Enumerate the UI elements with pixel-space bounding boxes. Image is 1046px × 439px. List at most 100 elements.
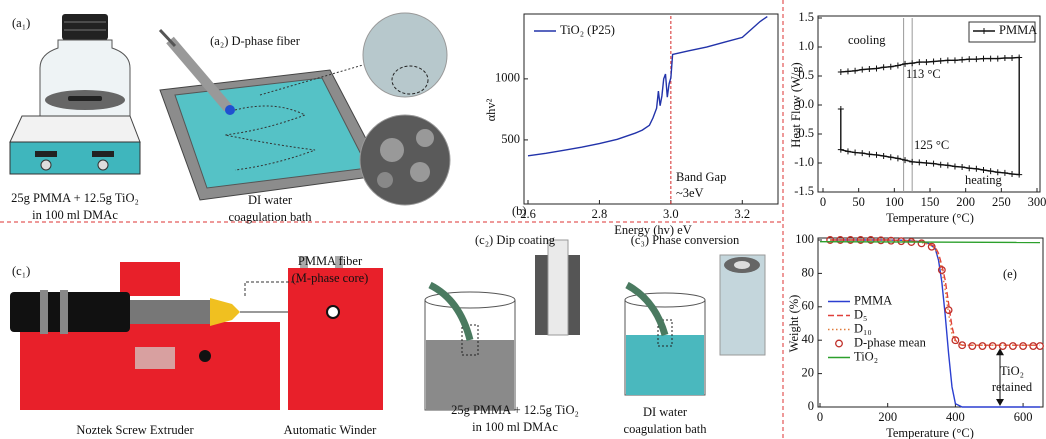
legend-label: D₅: [854, 307, 867, 321]
data-point: [909, 159, 915, 165]
y-tick-label: 80: [802, 265, 815, 279]
legend-swatch: [836, 340, 843, 347]
caption: in 100 ml DMAc: [32, 208, 118, 222]
data-point: [979, 343, 986, 350]
data-point: [902, 157, 908, 163]
x-tick-label: 400: [946, 410, 965, 424]
panel-label: (e): [1003, 267, 1017, 281]
caption: 25g PMMA + 12.5g TiO₂: [11, 191, 139, 205]
data-point: [881, 153, 887, 159]
annotation: Band Gap: [676, 170, 726, 184]
data-point: [916, 59, 922, 65]
data-point: [845, 148, 851, 154]
figure: (a₁) 25g PMMA + 12.5g TiO₂ in 100 ml DMA…: [0, 0, 1046, 439]
data-point: [923, 160, 929, 166]
x-tick-label: 0: [820, 195, 826, 209]
x-tick-label: 2.8: [592, 207, 608, 221]
y-axis-label: Weight (%): [787, 295, 801, 353]
data-point: [838, 106, 844, 112]
x-tick-label: 3.0: [663, 207, 679, 221]
annotation: cooling: [848, 33, 886, 47]
y-tick-label: -1.0: [794, 155, 814, 169]
plot-frame: [524, 14, 778, 204]
panel-label: (b): [512, 204, 527, 218]
x-axis-label: Temperature (°C): [886, 426, 974, 439]
data-point: [1016, 54, 1022, 60]
x-axis-label: Temperature (°C): [886, 211, 974, 225]
data-point: [945, 162, 951, 168]
data-point: [845, 68, 851, 74]
data-point: [952, 163, 958, 169]
y-tick-label: 1.0: [798, 39, 814, 53]
series-line: [820, 242, 1040, 243]
data-point: [1002, 55, 1008, 61]
x-tick-label: 300: [1028, 195, 1046, 209]
caption: DI water: [643, 405, 688, 419]
data-point: [952, 57, 958, 63]
caption: Noztek Screw Extruder: [76, 423, 194, 437]
y-tick-label: 1.5: [798, 10, 814, 24]
y-tick-label: 500: [501, 132, 520, 146]
data-point: [909, 60, 915, 66]
panel-label: (a₁): [12, 16, 30, 30]
x-tick-label: 250: [992, 195, 1011, 209]
dip-coating-illustration: [425, 240, 580, 410]
legend-label: D-phase mean: [854, 335, 927, 349]
hot-plate-illustration: [10, 14, 140, 174]
panel-label: (c₁): [12, 264, 30, 278]
legend-label: PMMA: [854, 293, 892, 307]
y-tick-label: 0: [808, 399, 814, 413]
caption: 25g PMMA + 12.5g TiO₂: [451, 403, 579, 417]
x-tick-label: 3.2: [734, 207, 750, 221]
x-axis-label: Energy (hv) eV: [614, 223, 692, 237]
caption: coagulation bath: [229, 210, 313, 224]
x-tick-label: 200: [956, 195, 975, 209]
caption: in 100 ml DMAc: [472, 420, 558, 434]
data-point: [938, 58, 944, 64]
annotation: TiO₂: [1000, 364, 1024, 378]
y-axis-label: αhv²: [484, 98, 498, 121]
data-point: [973, 166, 979, 172]
data-point: [959, 57, 965, 63]
data-point: [945, 57, 951, 63]
phase-conversion-illustration: [625, 255, 765, 395]
series-line: [528, 17, 767, 156]
data-point: [999, 343, 1006, 350]
caption: DI water: [248, 193, 293, 207]
tray-illustration: [160, 13, 450, 205]
x-tick-label: 50: [852, 195, 865, 209]
data-point: [969, 343, 976, 350]
legend-label: PMMA: [999, 23, 1037, 37]
data-point: [859, 150, 865, 156]
y-tick-label: 1000: [495, 71, 520, 85]
panel-label: (a₂) D-phase fiber: [210, 34, 301, 48]
x-tick-label: 600: [1014, 410, 1033, 424]
data-point: [1030, 343, 1037, 350]
data-point: [888, 64, 894, 70]
data-point: [931, 59, 937, 65]
data-point: [959, 164, 965, 170]
data-point: [1002, 170, 1008, 176]
x-tick-label: 200: [878, 410, 897, 424]
data-point: [881, 64, 887, 70]
annotation: ~3eV: [676, 186, 704, 200]
y-tick-label: 60: [802, 299, 815, 313]
data-point: [874, 152, 880, 158]
caption: Automatic Winder: [284, 423, 377, 437]
data-point: [989, 343, 996, 350]
data-point: [973, 56, 979, 62]
data-point: [866, 66, 872, 72]
annotation: retained: [992, 380, 1033, 394]
legend-label: D₁₀: [854, 321, 872, 335]
data-point: [874, 65, 880, 71]
data-point: [1020, 343, 1027, 350]
data-point: [931, 161, 937, 167]
x-tick-label: 100: [885, 195, 904, 209]
data-point: [966, 56, 972, 62]
y-tick-label: 20: [802, 365, 815, 379]
data-point: [838, 147, 844, 153]
data-point: [1009, 171, 1015, 177]
annotation: 125 °C: [914, 138, 949, 152]
y-axis-label: Heat Flow (W/g): [789, 62, 803, 147]
data-point: [859, 67, 865, 73]
